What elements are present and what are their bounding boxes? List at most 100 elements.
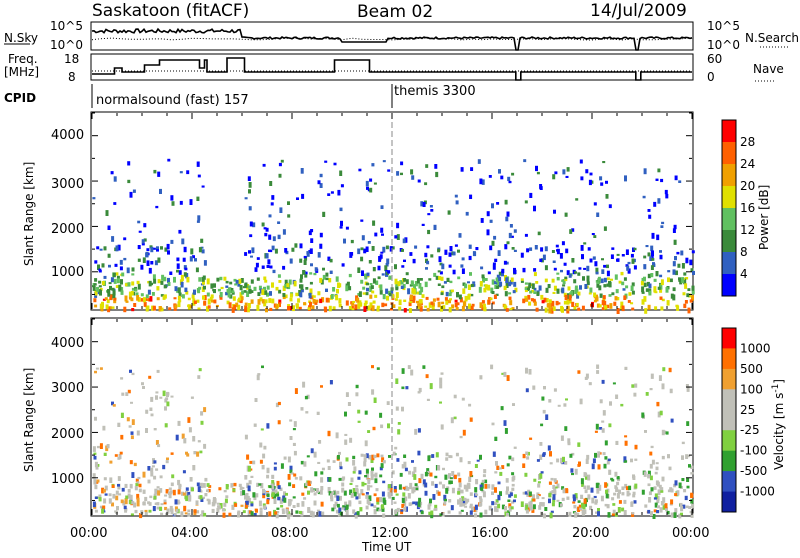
velocity-cell bbox=[670, 512, 674, 518]
power-cell bbox=[421, 223, 425, 226]
velocity-cell bbox=[371, 474, 375, 477]
velocity-cell bbox=[355, 392, 359, 397]
velocity-cell bbox=[527, 489, 531, 494]
power-cell bbox=[409, 284, 413, 287]
velocity-cell bbox=[394, 509, 398, 515]
velocity-cell bbox=[431, 454, 435, 458]
power-cell bbox=[564, 294, 568, 301]
velocity-cell bbox=[98, 494, 102, 499]
velocity-cell bbox=[376, 367, 380, 370]
velocity-cell bbox=[405, 386, 409, 390]
power-cell bbox=[317, 180, 321, 185]
power-cell bbox=[247, 285, 251, 289]
power-cell bbox=[437, 248, 441, 253]
velocity-cell bbox=[285, 492, 288, 496]
velocity-cell bbox=[98, 497, 102, 502]
power-cell bbox=[287, 201, 290, 205]
velocity-cell bbox=[117, 484, 120, 487]
velocity-cell bbox=[228, 512, 232, 517]
power-cell bbox=[99, 248, 103, 251]
velocity-cell bbox=[247, 497, 251, 501]
power-cell bbox=[625, 285, 629, 289]
power-cell bbox=[482, 276, 485, 283]
power-cell bbox=[600, 278, 604, 284]
power-cell bbox=[606, 304, 610, 309]
power-cell bbox=[239, 292, 243, 298]
power-colorbar-swatch bbox=[722, 120, 736, 143]
velocity-cell bbox=[404, 467, 408, 472]
power-cell bbox=[445, 291, 449, 297]
power-cell bbox=[555, 244, 559, 248]
velocity-cell bbox=[162, 464, 166, 470]
velocity-cell bbox=[360, 489, 364, 495]
velocity-cell bbox=[253, 513, 257, 516]
velocity-cell bbox=[206, 489, 209, 492]
power-cell bbox=[120, 279, 123, 285]
power-cell bbox=[669, 278, 673, 283]
power-cell bbox=[573, 306, 577, 310]
velocity-cell bbox=[574, 512, 578, 518]
velocity-cell bbox=[382, 513, 386, 518]
velocity-cell bbox=[440, 372, 444, 375]
power-cell bbox=[448, 292, 452, 297]
velocity-cell bbox=[211, 508, 215, 513]
velocity-cell bbox=[688, 464, 691, 468]
velocity-cell bbox=[358, 470, 362, 475]
power-cell bbox=[688, 293, 692, 298]
power-cell bbox=[487, 284, 491, 291]
power-cell bbox=[133, 303, 137, 307]
power-cell bbox=[470, 283, 474, 288]
velocity-cell bbox=[352, 509, 356, 514]
power-cell bbox=[180, 281, 184, 288]
power-cell bbox=[111, 236, 115, 242]
power-cell bbox=[469, 194, 473, 199]
power-cell bbox=[651, 232, 655, 239]
velocity-cell bbox=[435, 452, 439, 458]
power-cell bbox=[278, 302, 281, 307]
velocity-cell bbox=[287, 511, 291, 515]
power-cell bbox=[115, 272, 119, 276]
power-cell bbox=[494, 258, 498, 262]
power-cell bbox=[483, 306, 487, 312]
velocity-cell bbox=[643, 471, 647, 477]
power-cell bbox=[486, 211, 490, 217]
power-cell bbox=[339, 207, 343, 212]
velocity-cell bbox=[103, 452, 107, 456]
velocity-cell bbox=[371, 454, 375, 461]
velocity-cell bbox=[606, 459, 610, 465]
velocity-cell bbox=[683, 489, 687, 493]
velocity-cell bbox=[673, 483, 677, 488]
velocity-cell bbox=[445, 457, 449, 461]
velocity-cell bbox=[624, 366, 628, 370]
velocity-cell bbox=[581, 511, 585, 515]
velocity-cell bbox=[525, 388, 529, 393]
power-cell bbox=[647, 273, 651, 279]
velocity-cell bbox=[429, 498, 432, 504]
velocity-cell bbox=[682, 504, 686, 509]
power-cell bbox=[571, 301, 575, 307]
power-cell bbox=[366, 287, 369, 292]
velocity-cell bbox=[256, 374, 260, 381]
velocity-cell bbox=[252, 492, 256, 498]
velocity-cell bbox=[504, 428, 508, 434]
velocity-cell bbox=[449, 455, 453, 459]
power-cell bbox=[504, 291, 508, 297]
velocity-cell bbox=[603, 463, 607, 469]
velocity-cell bbox=[408, 486, 412, 490]
power-cell bbox=[566, 270, 570, 276]
velocity-cell bbox=[393, 489, 397, 493]
velocity-cell bbox=[147, 466, 151, 471]
velocity-cell bbox=[664, 503, 668, 509]
power-cell bbox=[660, 178, 664, 183]
velocity-cell bbox=[237, 511, 240, 518]
power-colorbar-tick: 20 bbox=[740, 179, 755, 193]
velocity-cell bbox=[129, 460, 133, 465]
velocity-cell bbox=[580, 478, 584, 485]
power-cell bbox=[460, 167, 464, 172]
power-cell bbox=[601, 300, 605, 306]
power-cell bbox=[376, 305, 380, 309]
power-cell bbox=[458, 294, 462, 300]
velocity-cell bbox=[597, 453, 600, 458]
power-cell bbox=[125, 300, 129, 303]
power-cell bbox=[589, 172, 593, 176]
